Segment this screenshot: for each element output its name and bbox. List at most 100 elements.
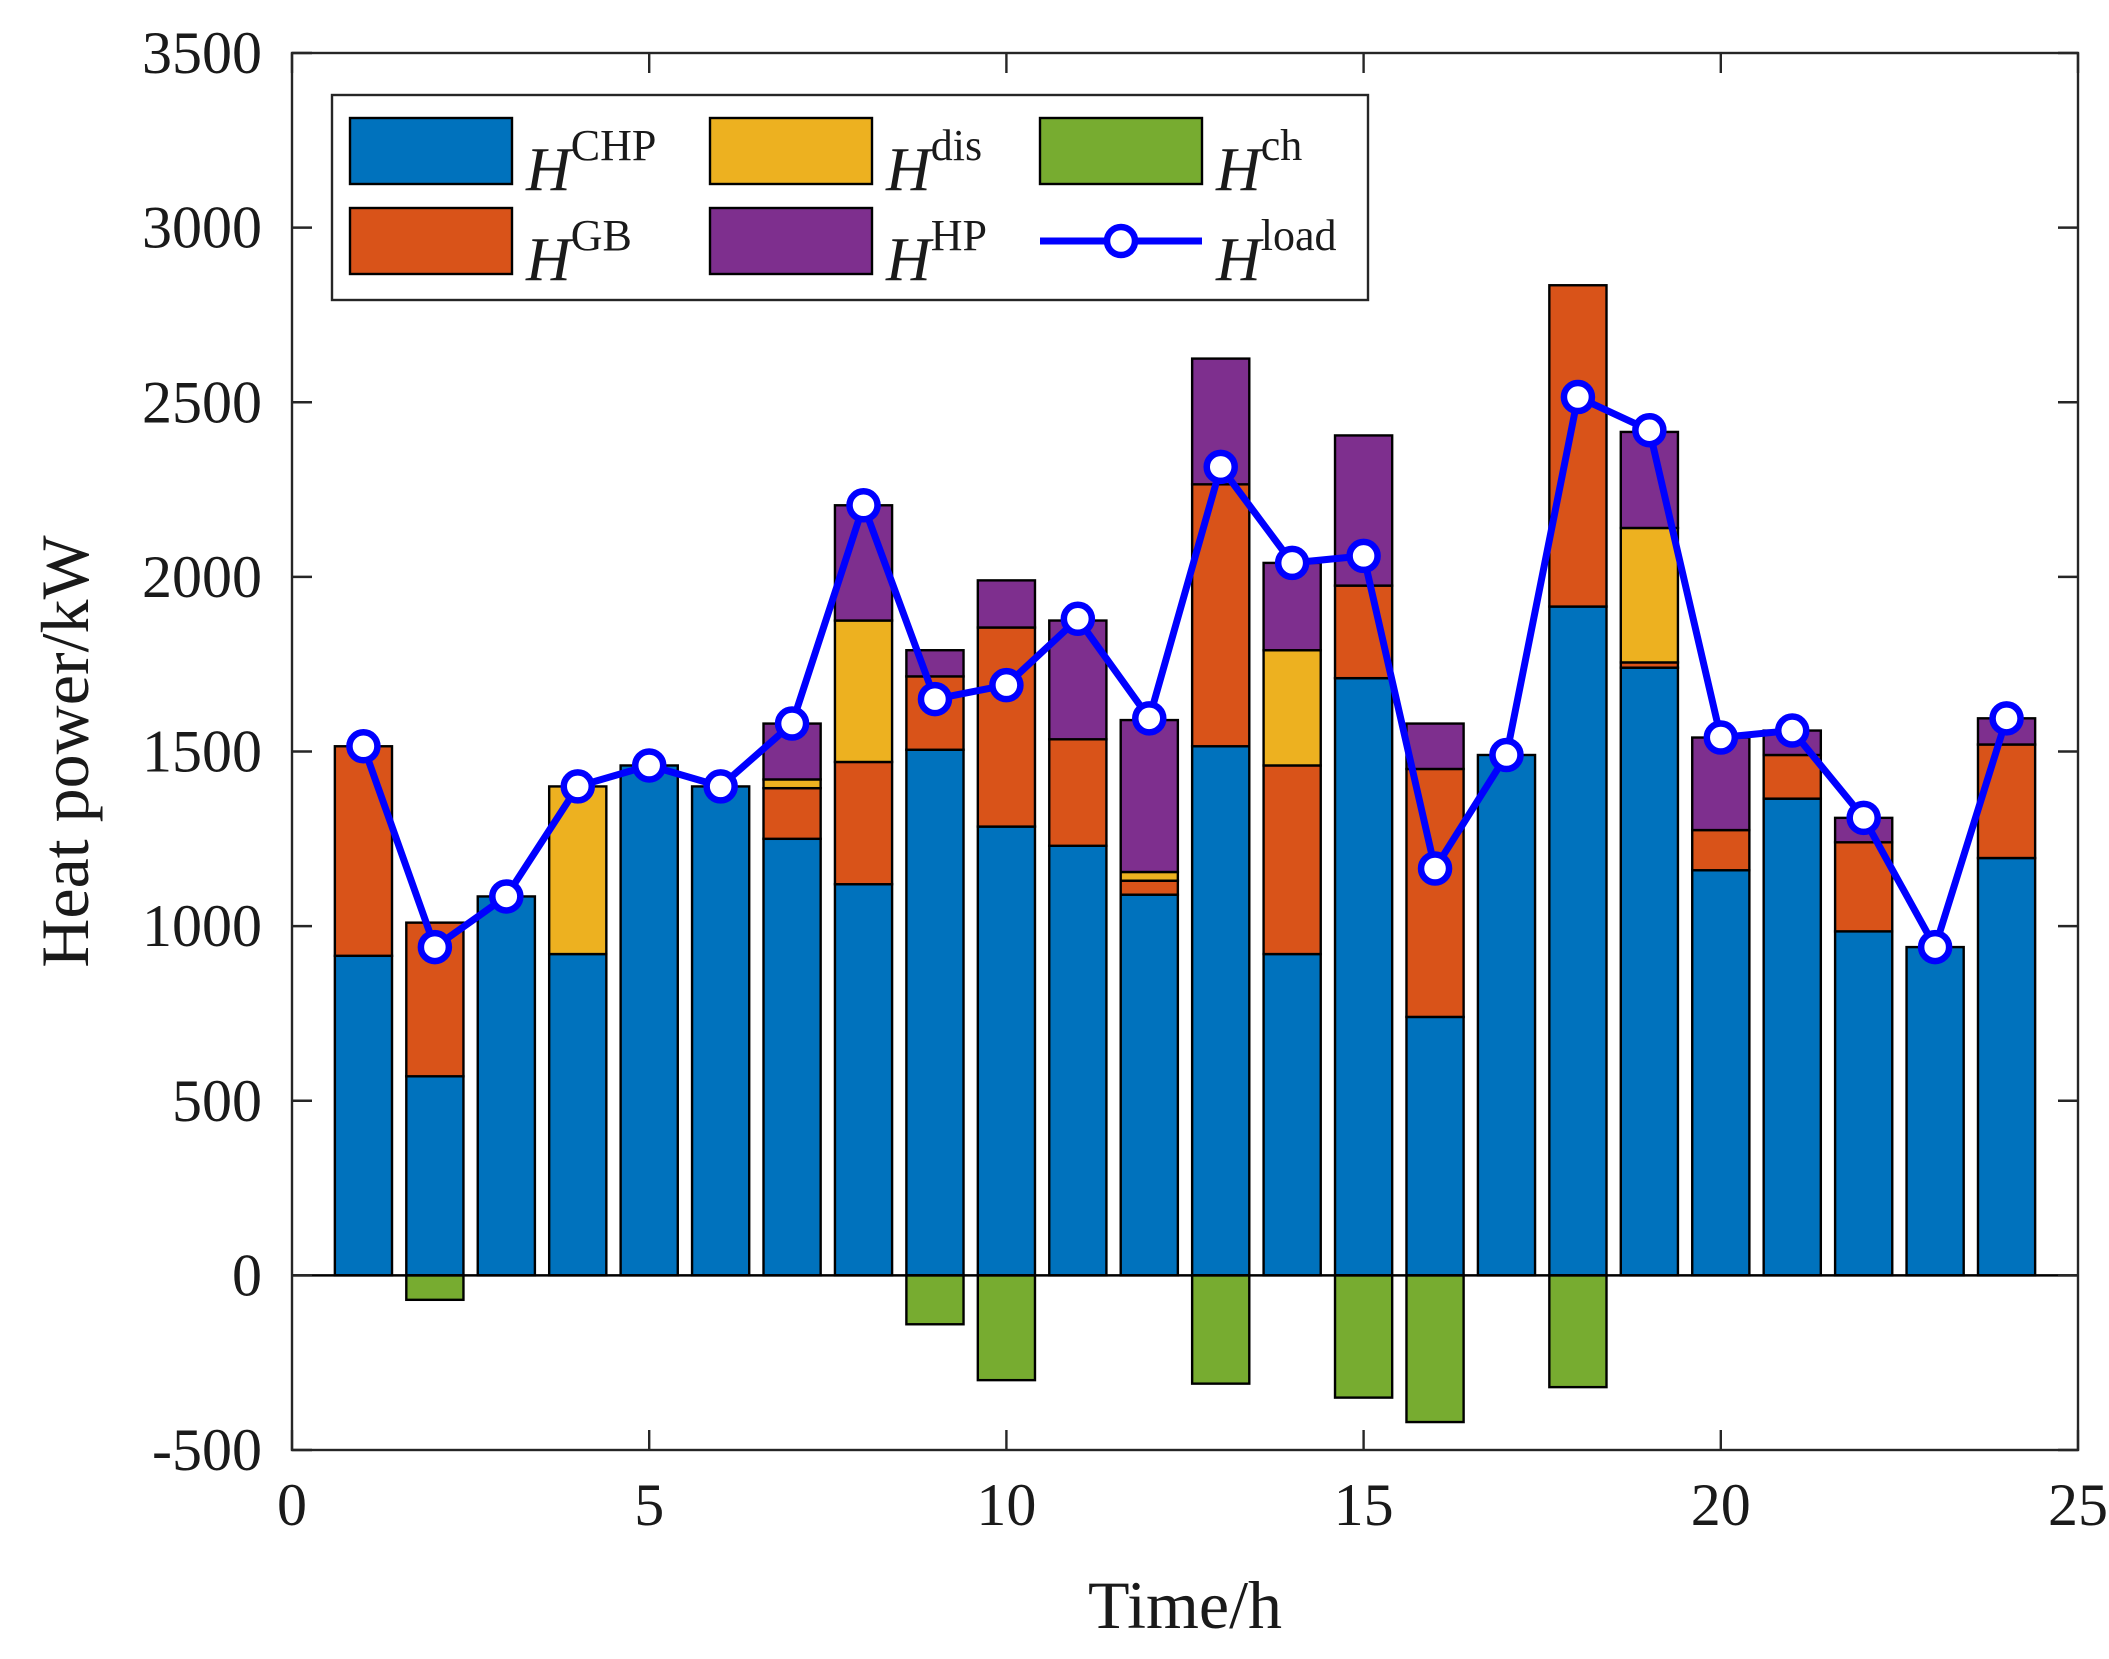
load-marker-1 [346, 729, 381, 764]
load-marker-22 [1846, 800, 1881, 836]
legend-item-hp: HHP [708, 206, 987, 294]
bar-chp-17 [1476, 753, 1537, 1277]
bar-chp-12 [1119, 893, 1180, 1277]
bar-chp-1 [333, 954, 394, 1277]
y-tick-label: 500 [172, 1068, 262, 1134]
y-axis-label: Heat power/kW [27, 534, 103, 967]
load-marker-14 [1274, 545, 1310, 581]
load-marker-4 [560, 769, 596, 804]
load-marker-9 [917, 681, 953, 717]
load-marker-15 [1346, 538, 1381, 574]
load-marker-11 [1060, 601, 1096, 637]
load-marker-2 [417, 929, 453, 965]
bar-chp-4 [547, 952, 608, 1277]
bar-dis-12 [1119, 870, 1180, 882]
load-marker-17 [1489, 737, 1524, 773]
load-marker-21 [1774, 713, 1810, 748]
x-tick-label: 0 [277, 1472, 307, 1538]
y-tick-label: 0 [232, 1242, 262, 1308]
bar-gb-14 [1262, 764, 1322, 956]
bar-chp-24 [1976, 856, 2037, 1277]
bar-ch-15 [1333, 1274, 1394, 1399]
bar-gb-8 [833, 760, 894, 886]
legend-swatch-chp [348, 116, 514, 186]
x-tick-label: 15 [1334, 1472, 1394, 1538]
load-marker-12 [1132, 701, 1167, 736]
load-marker-19 [1632, 412, 1667, 448]
load-marker-3 [489, 879, 524, 914]
load-marker-16 [1417, 851, 1453, 886]
bar-chp-10 [976, 825, 1037, 1277]
bar-hp-10 [976, 579, 1037, 629]
bar-gb-18 [1548, 284, 1608, 608]
axes: 0 5 10 15 20 25-50005001000150020002500300035… [142, 20, 2108, 1538]
bar-gb-1 [333, 745, 394, 958]
bar-chp-15 [1333, 676, 1394, 1277]
x-tick-label: 20 [1691, 1472, 1751, 1538]
legend-marker-load [1103, 223, 1139, 259]
bar-hp-7 [762, 722, 822, 781]
bar-gb-10 [976, 626, 1037, 828]
bar-ch-18 [1548, 1274, 1608, 1389]
legend-swatch-gb [348, 206, 514, 276]
y-tick-label: 2500 [142, 369, 262, 435]
bar-chp-2 [405, 1075, 465, 1277]
legend-label-load: Hload [1215, 211, 1337, 294]
bar-ch-16 [1405, 1274, 1465, 1424]
load-marker-5 [631, 748, 667, 783]
load-marker-6 [703, 769, 738, 804]
bar-gb-21 [1762, 753, 1823, 800]
legend-label-hp: HHP [885, 211, 987, 294]
x-tick-label: 5 [634, 1472, 664, 1538]
load-marker-23 [1917, 929, 1953, 965]
bar-hp-16 [1405, 722, 1465, 771]
x-tick-label: 25 [2048, 1472, 2108, 1538]
bar-chp-18 [1548, 605, 1608, 1277]
x-axis-label: Time/h [1088, 1567, 1282, 1643]
bar-gb-16 [1405, 767, 1465, 1019]
legend-label-ch: Hch [1215, 121, 1302, 204]
bar-chp-11 [1048, 844, 1108, 1277]
legend: HCHP Hdis Hch HGB HHP Hload [330, 93, 1370, 302]
bar-gb-2 [405, 921, 465, 1078]
load-marker-20 [1703, 720, 1739, 755]
bar-chp-14 [1262, 952, 1322, 1277]
y-tick-label: 3000 [142, 195, 262, 261]
bar-gb-20 [1691, 828, 1751, 872]
bar-chp-19 [1619, 666, 1680, 1277]
legend-swatch-hp [708, 206, 874, 276]
legend-item-load: Hload [1040, 211, 1337, 294]
y-tick-label: -500 [152, 1417, 262, 1483]
legend-swatch-dis [708, 116, 874, 186]
bar-ch-9 [905, 1274, 965, 1326]
bar-chp-22 [1833, 930, 1894, 1277]
bar-gb-7 [762, 786, 822, 841]
y-tick-label: 3500 [142, 20, 262, 86]
bar-chp-5 [619, 764, 679, 1277]
load-marker-8 [846, 488, 881, 523]
bar-chp-23 [1905, 945, 1965, 1277]
bar-hp-12 [1119, 718, 1180, 874]
bar-gb-24 [1976, 743, 2037, 860]
bar-dis-19 [1619, 526, 1680, 664]
bar-chp-21 [1762, 797, 1823, 1277]
legend-item-gb: HGB [348, 206, 632, 294]
bar-chp-20 [1691, 869, 1751, 1277]
legend-swatch-ch [1038, 116, 1204, 186]
y-tick-label: 1000 [142, 893, 262, 959]
bar-dis-8 [833, 619, 894, 764]
legend-item-ch: Hch [1038, 116, 1302, 204]
y-tick-label: 1500 [142, 719, 262, 785]
bar-gb-13 [1190, 483, 1251, 748]
y-tick-label: 2000 [142, 544, 262, 610]
bar-chp-16 [1405, 1015, 1465, 1277]
bar-chp-13 [1190, 745, 1251, 1277]
legend-item-dis: Hdis [708, 116, 982, 204]
bar-chp-8 [833, 883, 894, 1277]
load-marker-24 [1989, 701, 2024, 736]
bar-chp-7 [762, 837, 822, 1277]
bar-ch-2 [405, 1274, 465, 1302]
bar-dis-14 [1262, 649, 1322, 767]
